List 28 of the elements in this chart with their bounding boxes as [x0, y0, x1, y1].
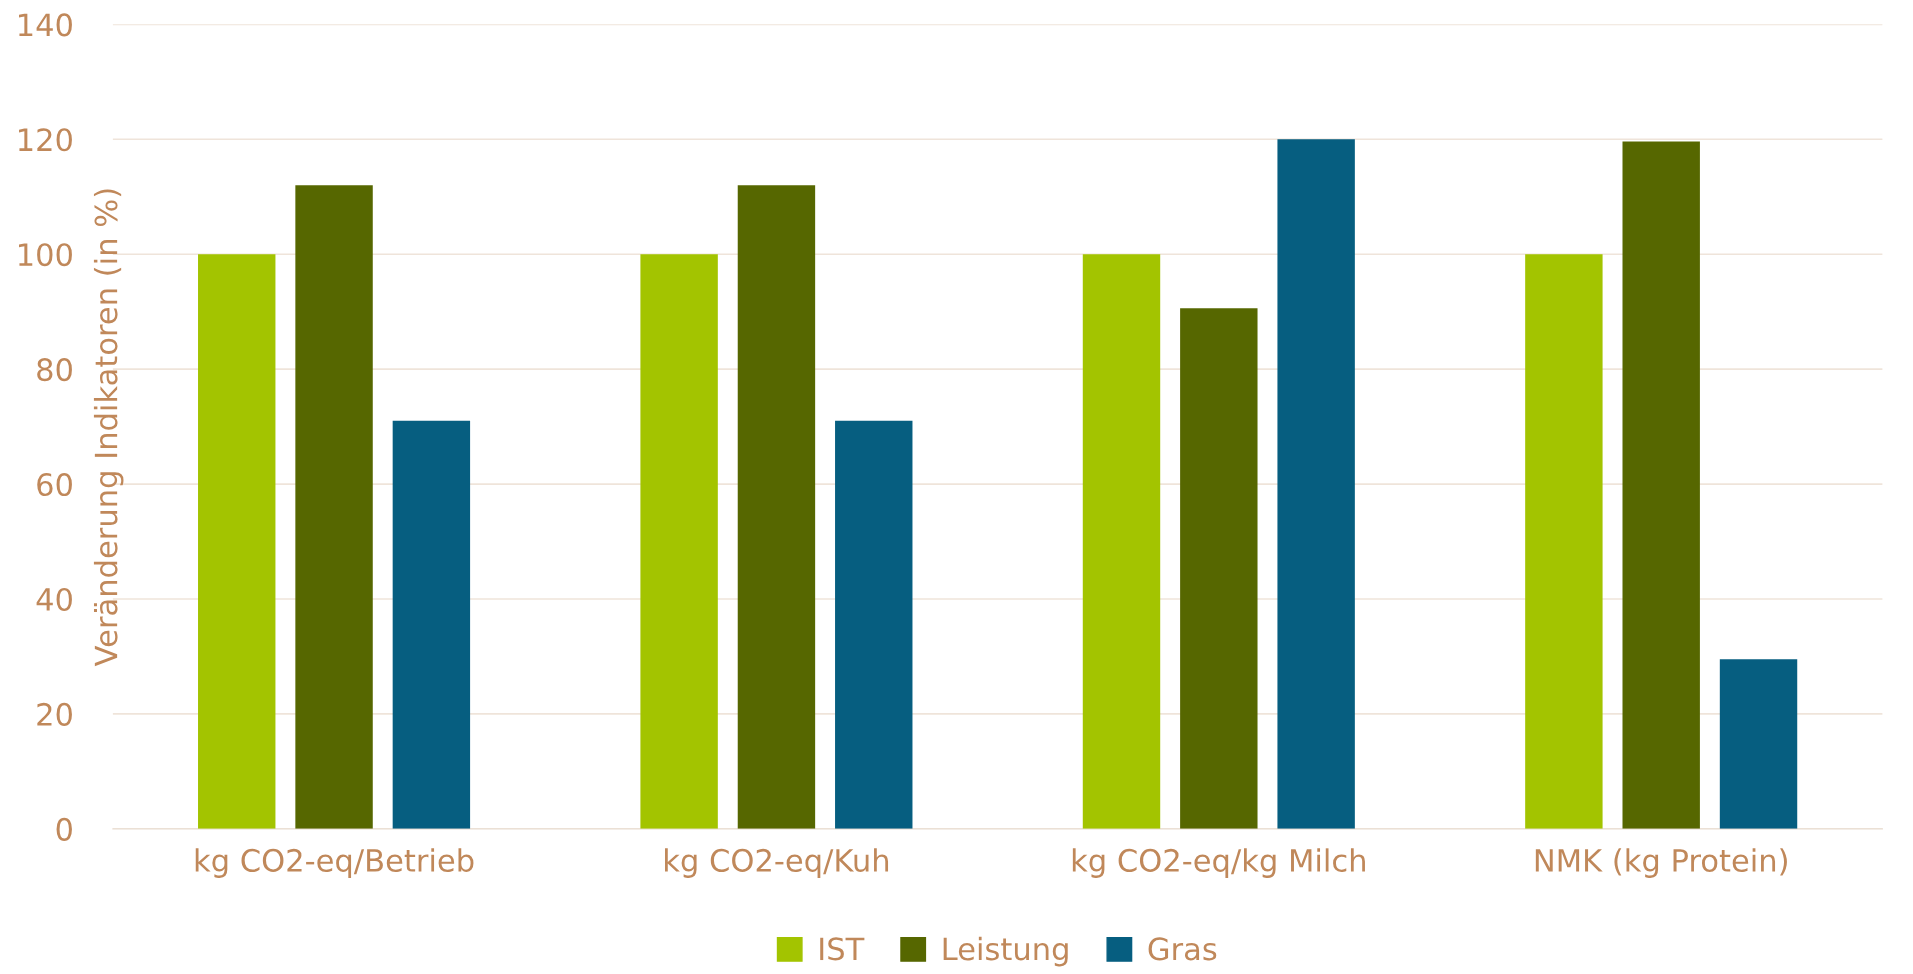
- bar: [1622, 141, 1700, 829]
- bar: [392, 420, 471, 829]
- bar: [295, 185, 373, 829]
- legend-label: Leistung: [943, 936, 1068, 967]
- bar: [640, 254, 718, 829]
- y-tick-label: 0: [56, 817, 72, 841]
- legend-label: Gras: [1148, 937, 1217, 961]
- bar: [835, 420, 913, 829]
- bar: [737, 185, 816, 829]
- bar: [1180, 308, 1258, 829]
- y-tick-label: 120: [19, 128, 72, 152]
- bar: [198, 254, 276, 829]
- y-tick-label: 60: [37, 473, 72, 497]
- y-tick-label: 100: [19, 243, 72, 267]
- legend-label: IST: [820, 937, 865, 961]
- x-tick-label: kg CO2-eq/Betrieb: [195, 848, 474, 878]
- y-tick-label: 20: [37, 702, 72, 726]
- x-tick-label: kg CO2-eq/kg Milch: [1072, 848, 1365, 878]
- y-tick-label: 40: [36, 587, 72, 612]
- bar: [1082, 254, 1161, 829]
- x-tick-label: NMK (kg Protein): [1535, 848, 1787, 878]
- bar: [1525, 254, 1603, 829]
- y-tick-label: 80: [37, 358, 72, 382]
- y-tick-label: 140: [19, 13, 72, 37]
- x-tick-label: kg CO2-eq/Kuh: [665, 848, 889, 878]
- bar: [1719, 659, 1798, 829]
- y-axis-title: Veränderung Indikatoren (in %): [93, 189, 124, 667]
- bar: [1277, 139, 1355, 829]
